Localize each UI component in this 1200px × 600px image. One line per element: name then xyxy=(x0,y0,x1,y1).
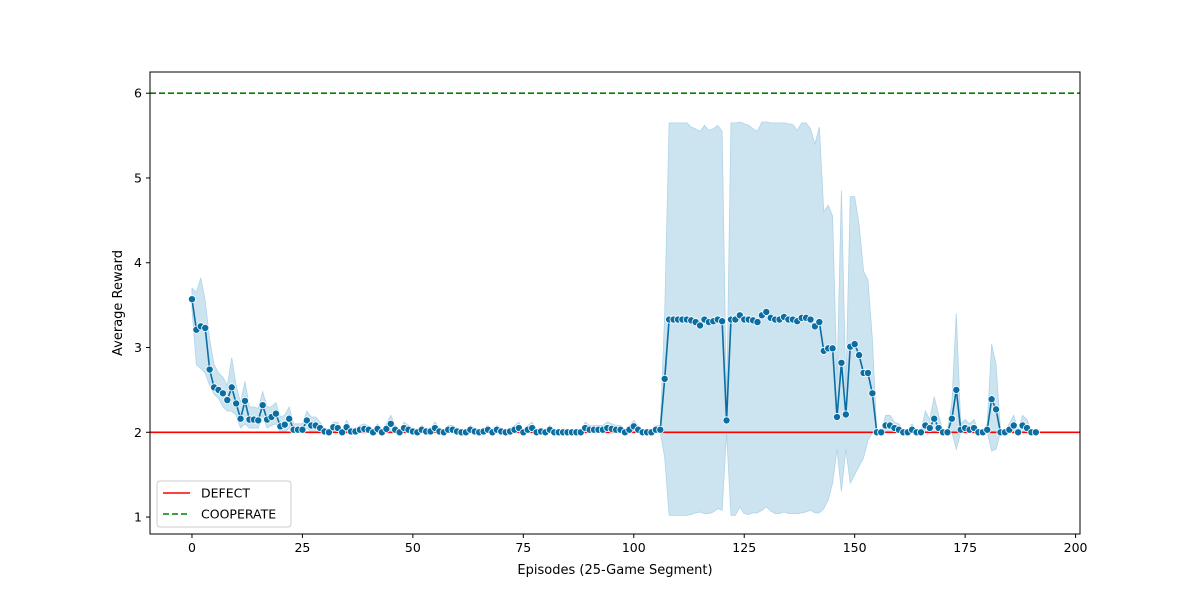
x-tick-label: 175 xyxy=(953,540,977,555)
data-point xyxy=(916,428,925,437)
y-tick-label: 3 xyxy=(134,340,142,355)
data-point xyxy=(718,317,727,326)
data-point xyxy=(201,324,210,333)
x-tick-label: 125 xyxy=(732,540,756,555)
legend: DEFECT COOPERATE xyxy=(156,480,292,528)
data-point xyxy=(280,420,289,429)
plot-area xyxy=(150,92,1080,516)
x-axis: 0 25 50 75 100 125 150 175 200 xyxy=(188,534,1088,555)
y-tick-label: 6 xyxy=(134,86,142,101)
series-line xyxy=(191,299,1036,434)
legend-defect-label: DEFECT xyxy=(201,486,250,501)
data-point xyxy=(254,416,263,425)
data-point xyxy=(1014,428,1023,437)
legend-cooperate-label: COOPERATE xyxy=(201,507,276,522)
data-point xyxy=(227,383,236,392)
y-axis: 1 2 3 4 5 6 xyxy=(134,86,150,525)
data-point xyxy=(855,351,864,360)
data-point xyxy=(987,395,996,404)
data-point xyxy=(271,409,280,418)
data-point xyxy=(722,416,731,425)
data-point xyxy=(983,425,992,434)
data-point xyxy=(833,413,842,422)
data-point xyxy=(1009,421,1018,430)
data-point xyxy=(863,368,872,377)
data-point xyxy=(302,416,311,425)
y-tick-label: 1 xyxy=(134,510,142,525)
data-point xyxy=(324,428,333,437)
data-point xyxy=(837,358,846,367)
data-point xyxy=(806,315,815,324)
data-point xyxy=(868,389,877,398)
y-tick-label: 2 xyxy=(134,425,142,440)
x-tick-label: 50 xyxy=(405,540,421,555)
data-point xyxy=(236,414,245,423)
data-point xyxy=(386,419,395,428)
data-point xyxy=(258,401,267,410)
y-axis-label: Average Reward xyxy=(111,250,126,356)
data-point xyxy=(298,425,307,434)
x-tick-label: 100 xyxy=(622,540,646,555)
confidence-band xyxy=(191,121,1037,516)
data-point xyxy=(753,318,762,327)
data-point xyxy=(841,410,850,419)
data-point xyxy=(992,405,1001,414)
x-axis-label: Episodes (25-Game Segment) xyxy=(517,563,712,578)
data-point xyxy=(382,424,391,433)
x-tick-label: 75 xyxy=(515,540,531,555)
data-point xyxy=(815,318,824,327)
data-point xyxy=(218,389,227,398)
data-point xyxy=(930,414,939,423)
data-point xyxy=(285,414,294,423)
x-tick-label: 200 xyxy=(1064,540,1088,555)
plot-frame xyxy=(149,71,1081,535)
data-point xyxy=(762,307,771,316)
data-point xyxy=(696,321,705,330)
x-tick-label: 0 xyxy=(188,540,196,555)
y-tick-label: 5 xyxy=(134,170,142,185)
data-point xyxy=(660,374,669,383)
data-point xyxy=(656,425,665,434)
data-point xyxy=(952,385,961,394)
data-point xyxy=(877,428,886,437)
data-point xyxy=(850,340,859,349)
legend-box xyxy=(156,480,292,528)
data-point xyxy=(232,399,241,408)
data-point xyxy=(187,295,196,304)
data-point xyxy=(205,365,214,374)
data-point xyxy=(223,396,232,405)
data-point xyxy=(925,424,934,433)
data-point xyxy=(338,428,347,437)
data-point xyxy=(1031,428,1040,437)
x-tick-label: 150 xyxy=(843,540,867,555)
data-point xyxy=(828,344,837,353)
data-point xyxy=(240,396,249,405)
x-tick-label: 25 xyxy=(294,540,310,555)
data-point xyxy=(947,414,956,423)
data-point xyxy=(943,428,952,437)
y-tick-label: 4 xyxy=(134,255,142,270)
